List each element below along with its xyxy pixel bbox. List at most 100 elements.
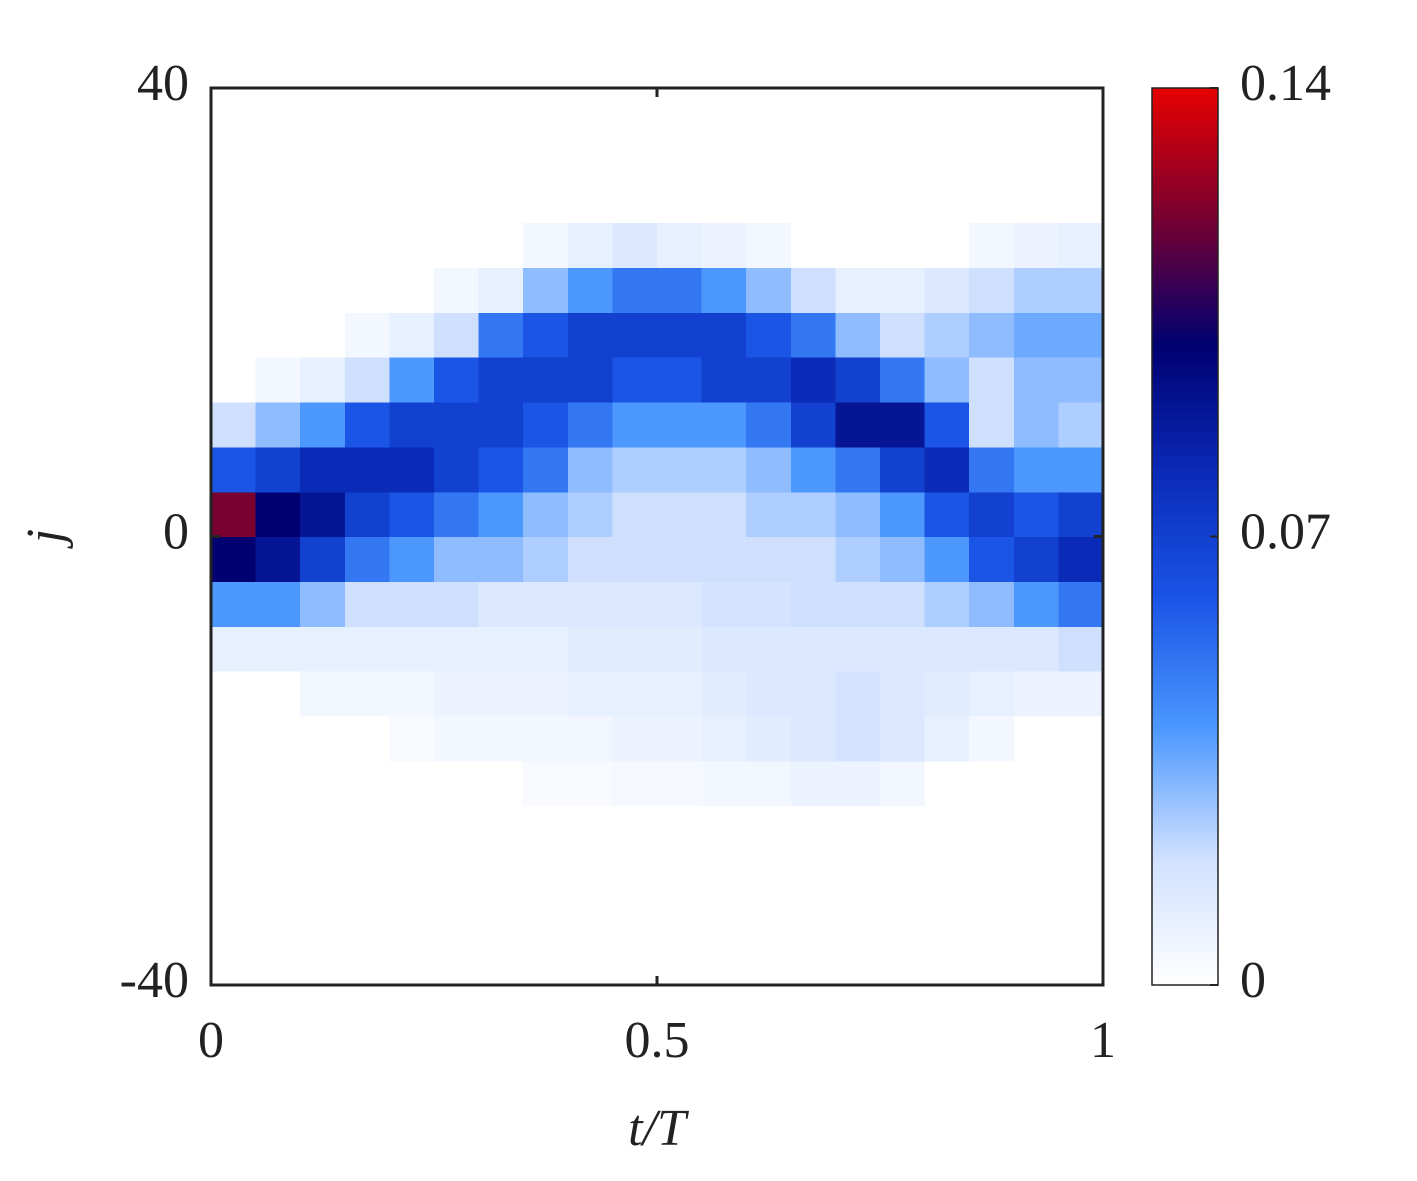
heatmap-cell: [880, 491, 926, 538]
heatmap-cell: [255, 760, 301, 807]
colorbar-tick-label: 0: [1240, 952, 1266, 1009]
heatmap-cell: [924, 626, 970, 672]
heatmap-cell: [1013, 895, 1059, 941]
heatmap-cell: [746, 760, 792, 807]
heatmap-cell: [657, 671, 703, 717]
heatmap-cell: [1058, 177, 1104, 224]
heatmap-cell: [478, 850, 524, 896]
heatmap-cell: [523, 312, 569, 358]
heatmap-cell: [880, 401, 926, 448]
heatmap-cell: [969, 760, 1015, 807]
heatmap-cell: [657, 222, 703, 268]
heatmap-cell: [657, 895, 703, 941]
heatmap-cell: [567, 267, 613, 313]
heatmap-cell: [300, 536, 346, 582]
heatmap-cell: [924, 357, 970, 403]
heatmap-cell: [924, 671, 970, 717]
heatmap-cell: [657, 267, 703, 313]
heatmap-cell: [389, 88, 435, 134]
heatmap-cell: [969, 536, 1015, 582]
heatmap-cell: [924, 491, 970, 538]
heatmap-cell: [211, 895, 257, 941]
heatmap-cell: [835, 895, 881, 941]
heatmap-cell: [1058, 88, 1104, 134]
heatmap-cell: [657, 626, 703, 672]
heatmap-cell: [523, 626, 569, 672]
heatmap-cell: [880, 536, 926, 582]
heatmap-cell: [478, 132, 524, 179]
heatmap-cell: [344, 581, 390, 627]
heatmap-cell: [924, 222, 970, 268]
heatmap-cell: [389, 850, 435, 896]
heatmap-cell: [969, 581, 1015, 627]
heatmap-cell: [434, 132, 480, 179]
heatmap-cell: [255, 626, 301, 672]
heatmap-cell: [478, 581, 524, 627]
heatmap-cell: [255, 312, 301, 358]
heatmap-cell: [835, 446, 881, 493]
heatmap-cell: [612, 536, 658, 582]
heatmap-cell: [344, 850, 390, 896]
heatmap-cell: [434, 895, 480, 941]
heatmap-cell: [434, 312, 480, 358]
x-tick-label: 1: [1090, 1012, 1116, 1069]
y-tick-label: 40: [137, 55, 189, 112]
heatmap-cell: [211, 805, 257, 852]
heatmap-cell: [567, 88, 613, 134]
heatmap-cell: [434, 177, 480, 224]
heatmap-cell: [969, 446, 1015, 493]
heatmap-cell: [478, 805, 524, 852]
heatmap-cell: [746, 267, 792, 313]
colorbar-tick-label: 0.14: [1240, 55, 1331, 112]
heatmap-cell: [255, 850, 301, 896]
heatmap-cell: [434, 626, 480, 672]
heatmap-cell: [612, 850, 658, 896]
heatmap-cell: [924, 940, 970, 986]
heatmap-cell: [255, 132, 301, 179]
heatmap-cell: [790, 760, 836, 807]
heatmap-cell: [612, 222, 658, 268]
heatmap-cell: [1013, 177, 1059, 224]
heatmap-cell: [478, 715, 524, 762]
heatmap-cell: [969, 491, 1015, 538]
heatmap-cell: [523, 446, 569, 493]
heatmap-cell: [701, 626, 747, 672]
heatmap-cell: [211, 222, 257, 268]
colorbar: [1151, 87, 1219, 986]
heatmap-cell: [523, 805, 569, 852]
heatmap-cell: [1013, 760, 1059, 807]
heatmap-cell: [790, 940, 836, 986]
heatmap-cell: [746, 940, 792, 986]
heatmap-cell: [880, 446, 926, 493]
heatmap-cell: [657, 357, 703, 403]
heatmap-cell: [300, 671, 346, 717]
heatmap-cell: [1013, 671, 1059, 717]
heatmap-cell: [255, 222, 301, 268]
heatmap-cell: [1058, 626, 1104, 672]
heatmap-cell: [567, 581, 613, 627]
heatmap-cell: [255, 88, 301, 134]
heatmap-cell: [300, 895, 346, 941]
heatmap-cell: [211, 401, 257, 448]
heatmap-cell: [255, 401, 301, 448]
heatmap-cell: [835, 132, 881, 179]
heatmap-cell: [434, 446, 480, 493]
heatmap-cell: [478, 446, 524, 493]
heatmap-cell: [300, 626, 346, 672]
heatmap-cell: [211, 940, 257, 986]
heatmap-cell: [657, 536, 703, 582]
heatmap-cell: [300, 850, 346, 896]
heatmap-cell: [612, 312, 658, 358]
heatmap-cell: [389, 357, 435, 403]
heatmap-cell: [835, 626, 881, 672]
heatmap-cell: [344, 536, 390, 582]
heatmap-cell: [523, 177, 569, 224]
heatmap-cell: [701, 132, 747, 179]
heatmap-cell: [389, 401, 435, 448]
heatmap-cell: [1013, 446, 1059, 493]
heatmap-cell: [969, 805, 1015, 852]
heatmap-cell: [567, 940, 613, 986]
heatmap-cell: [880, 312, 926, 358]
heatmap-cell: [612, 357, 658, 403]
heatmap-cell: [1058, 850, 1104, 896]
